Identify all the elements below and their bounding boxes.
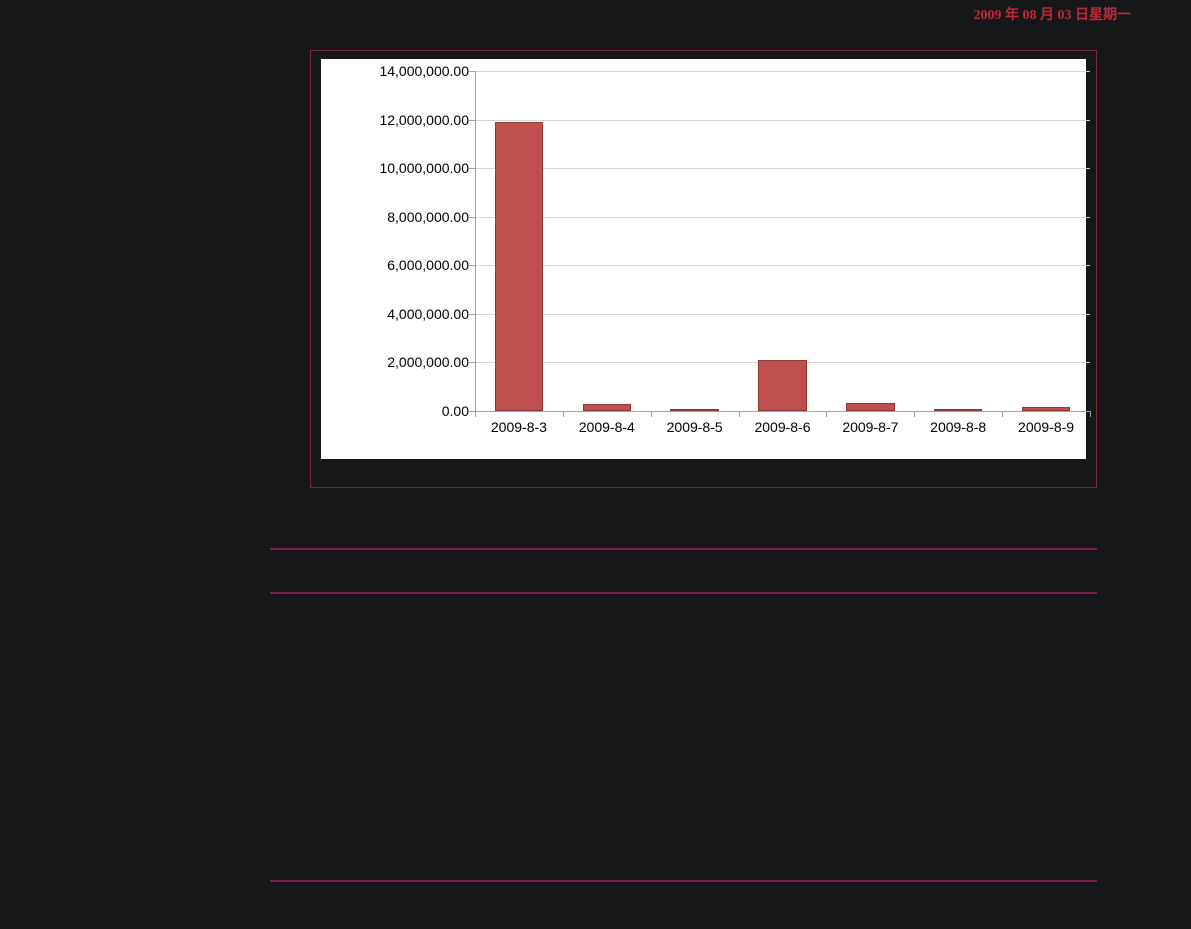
bar (1022, 407, 1070, 411)
x-tick-mark (563, 411, 564, 417)
x-tick-mark (475, 411, 476, 417)
chart-plot-area: 2009-8-3 2009-8-4 2009-8-5 2009-8-6 2009-8-7… (321, 59, 1086, 459)
chart-frame: 2009-8-3 2009-8-4 2009-8-5 2009-8-6 2009-8-7… (310, 50, 1097, 488)
x-tick-mark (1090, 411, 1091, 417)
y-tick-mark (469, 265, 475, 266)
x-tick-label: 2009-8-7 (842, 419, 898, 435)
y-tick-label: 14,000,000.00 (379, 63, 469, 79)
bar (670, 409, 718, 411)
y-axis-line (475, 71, 476, 411)
bar (934, 409, 982, 411)
x-tick-label: 2009-8-4 (579, 419, 635, 435)
bar (495, 122, 543, 411)
y-tick-label: 4,000,000.00 (387, 306, 469, 322)
y-tick-mark (469, 411, 475, 412)
divider-line (270, 548, 1097, 550)
h-gridline (475, 71, 1090, 72)
x-tick-label: 2009-8-8 (930, 419, 986, 435)
header-date: 2009 年 08 月 03 日星期一 (974, 4, 1132, 24)
y-tick-label: 12,000,000.00 (379, 112, 469, 128)
h-gridline (475, 314, 1090, 315)
x-axis-line (475, 411, 1090, 412)
y-tick-label: 2,000,000.00 (387, 354, 469, 370)
y-tick-mark (469, 314, 475, 315)
y-tick-label: 0.00 (442, 403, 469, 419)
y-tick-mark (469, 217, 475, 218)
y-tick-mark (469, 362, 475, 363)
y-tick-label: 10,000,000.00 (379, 160, 469, 176)
y-tick-mark (469, 120, 475, 121)
x-tick-mark (1002, 411, 1003, 417)
x-tick-label: 2009-8-9 (1018, 419, 1074, 435)
x-tick-mark (739, 411, 740, 417)
y-tick-mark (469, 71, 475, 72)
divider-line (270, 880, 1097, 882)
y-tick-mark (469, 168, 475, 169)
chart-grid-area: 2009-8-32009-8-42009-8-52009-8-62009-8-7… (475, 71, 1090, 411)
bar (758, 360, 806, 411)
x-tick-mark (651, 411, 652, 417)
x-tick-mark (826, 411, 827, 417)
x-tick-label: 2009-8-5 (667, 419, 723, 435)
bar (583, 404, 631, 411)
x-tick-label: 2009-8-6 (754, 419, 810, 435)
h-gridline (475, 217, 1090, 218)
divider-line (270, 592, 1097, 594)
chart-inner: 2009-8-3 2009-8-4 2009-8-5 2009-8-6 2009-8-7… (321, 59, 1086, 459)
h-gridline (475, 120, 1090, 121)
y-tick-label: 6,000,000.00 (387, 257, 469, 273)
x-tick-mark (914, 411, 915, 417)
x-tick-label: 2009-8-3 (491, 419, 547, 435)
h-gridline (475, 265, 1090, 266)
h-gridline (475, 168, 1090, 169)
y-tick-label: 8,000,000.00 (387, 209, 469, 225)
bar (846, 403, 894, 412)
